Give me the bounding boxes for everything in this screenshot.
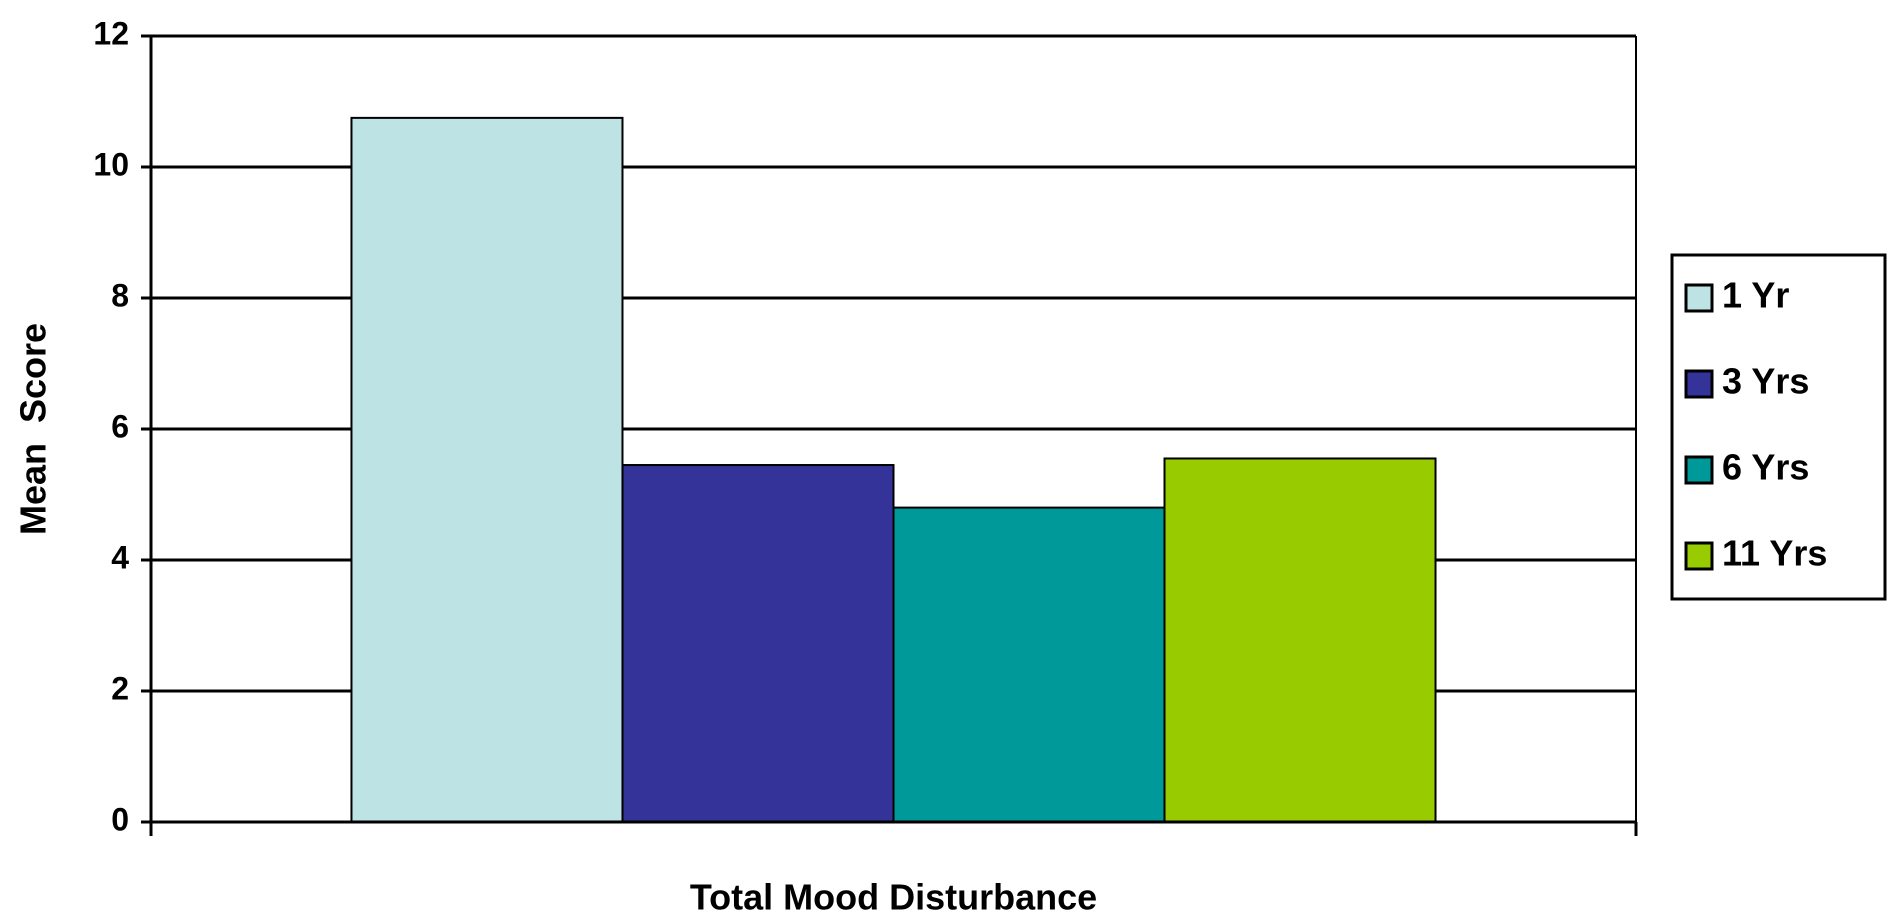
- y-axis-label: Mean Score: [13, 323, 54, 535]
- legend-label: 3 Yrs: [1722, 361, 1809, 402]
- legend-swatch: [1684, 369, 1714, 399]
- y-tick-label: 6: [111, 408, 129, 444]
- y-tick-label: 8: [111, 277, 129, 313]
- y-tick-label: 12: [93, 15, 129, 51]
- legend-label: 11 Yrs: [1722, 533, 1827, 574]
- bar: [621, 464, 895, 823]
- legend-swatch: [1684, 455, 1714, 485]
- legend-swatch: [1684, 283, 1714, 313]
- bar: [1163, 457, 1437, 823]
- bar: [892, 506, 1166, 823]
- bar: [350, 116, 624, 823]
- x-tick-label: Total Mood Disturbance: [690, 877, 1097, 918]
- y-tick-label: 4: [111, 539, 129, 575]
- legend-label: 1 Yr: [1722, 275, 1789, 316]
- y-tick-label: 0: [111, 801, 129, 837]
- y-tick-label: 10: [93, 146, 129, 182]
- y-tick-label: 2: [111, 670, 129, 706]
- legend-label: 6 Yrs: [1722, 447, 1809, 488]
- legend-swatch: [1684, 541, 1714, 571]
